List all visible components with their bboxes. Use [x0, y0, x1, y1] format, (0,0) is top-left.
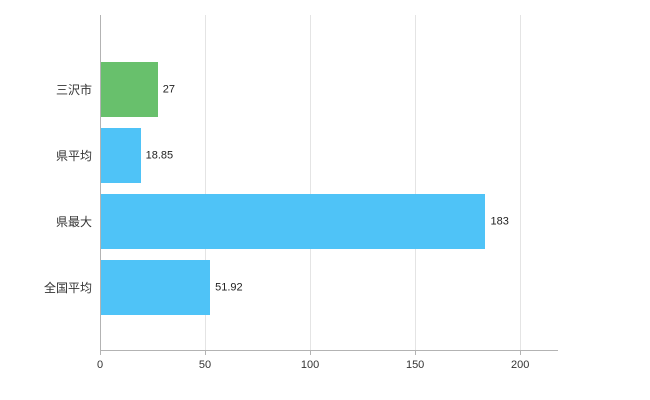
x-tick-label: 200 — [510, 359, 530, 371]
x-axis-line — [100, 350, 558, 351]
bar-3 — [101, 260, 211, 315]
x-axis-tick — [310, 350, 312, 355]
gridline — [520, 15, 522, 350]
gridline — [415, 15, 417, 350]
x-tick-label: 150 — [405, 359, 425, 371]
y-category-label: 全国平均 — [43, 280, 92, 295]
y-category-label: 県平均 — [55, 148, 92, 163]
y-category-label: 三沢市 — [55, 82, 92, 97]
bar-1 — [101, 128, 141, 183]
gridline — [310, 15, 312, 350]
bar-value-label: 183 — [490, 215, 509, 227]
x-axis-tick — [520, 350, 522, 355]
x-tick-label: 50 — [198, 359, 212, 371]
bar-2 — [101, 194, 486, 249]
bar-value-label: 51.92 — [215, 281, 243, 293]
x-tick-label: 0 — [96, 359, 104, 371]
y-category-label: 県最大 — [55, 214, 92, 229]
bar-0 — [101, 62, 158, 117]
x-axis-tick — [415, 350, 417, 355]
y-axis-line — [100, 15, 101, 350]
x-tick-label: 100 — [300, 359, 320, 371]
bar-value-label: 18.85 — [145, 149, 174, 161]
x-axis-tick — [100, 350, 101, 355]
x-axis-tick — [205, 350, 207, 355]
gridline — [205, 15, 207, 350]
bar-value-label: 27 — [162, 83, 175, 95]
